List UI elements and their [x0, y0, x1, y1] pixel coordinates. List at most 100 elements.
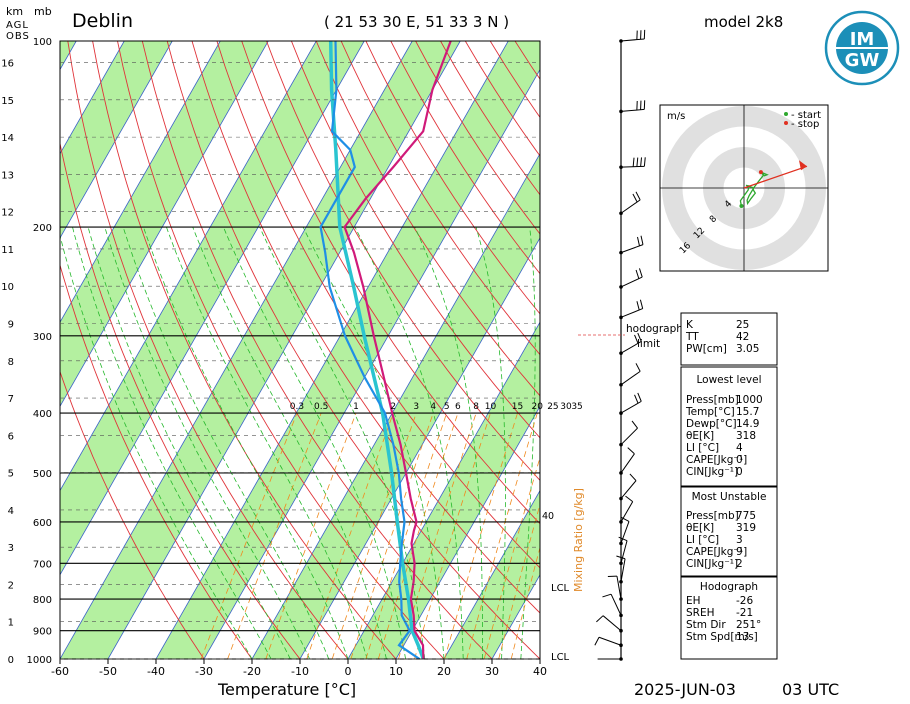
wind-barb-feather — [637, 301, 639, 310]
wind-barb-feather — [635, 395, 638, 403]
obs-label: OBS — [6, 31, 30, 42]
height-tick-label: 2 — [8, 580, 14, 591]
height-tick-label: 0 — [8, 655, 14, 666]
time-label: 03 UTC — [782, 680, 839, 699]
height-tick-label: 11 — [1, 245, 14, 256]
moist-adiabat — [540, 227, 573, 659]
height-tick-label: 6 — [8, 431, 14, 442]
wind-barb-shaft — [621, 454, 634, 473]
lowest-index-label: Temp[°C] — [685, 406, 735, 418]
hodograph-indices-title: Hodograph — [700, 581, 758, 593]
lowest-index-value: 15.7 — [736, 406, 759, 418]
wind-barb-feather — [595, 637, 599, 645]
wind-barb-feather — [637, 158, 638, 167]
mixing-ratio-value: 2 — [390, 402, 396, 412]
mu-index-label: CIN[Jkg⁻¹] — [686, 558, 738, 570]
x-axis-label: Temperature [°C] — [217, 680, 356, 699]
wind-barb-feather — [632, 421, 638, 428]
hodograph-limit-line2: limit — [637, 338, 660, 350]
pressure-tick-label: 100 — [33, 37, 52, 48]
lowest-index-value: 318 — [736, 430, 756, 442]
mu-index-label: LI [°C] — [686, 534, 719, 546]
pressure-tick-label: 700 — [33, 559, 52, 570]
height-tick-label: 13 — [1, 170, 14, 181]
mixing-ratio-value: 5 — [444, 402, 450, 412]
wind-barb-feather — [637, 237, 639, 246]
x-tick-label: -10 — [291, 665, 309, 678]
lowest-index-value: 0 — [736, 454, 743, 466]
logo-top-text: IM — [850, 29, 875, 50]
height-tick-label: 8 — [8, 357, 14, 368]
pressure-tick-label: 500 — [33, 469, 52, 480]
height-tick-label: 3 — [8, 543, 14, 554]
pressure-tick-label: 200 — [33, 223, 52, 234]
wind-barb-feather — [641, 157, 642, 166]
logo-bottom-text: GW — [845, 50, 880, 71]
mb-label: mb — [34, 5, 52, 18]
station-coords: ( 21 53 30 E, 51 33 3 N ) — [324, 13, 509, 31]
wind-barb-feather — [640, 300, 642, 309]
hodograph-stop-marker — [784, 121, 788, 125]
height-tick-label: 12 — [1, 208, 14, 219]
wind-barb-shaft — [603, 616, 621, 631]
wind-barb-feather — [633, 158, 634, 167]
hodograph-unit: m/s — [667, 111, 685, 122]
hodo-index-value: 13 — [736, 631, 749, 643]
hodograph-start-point — [739, 204, 743, 208]
general-index-label: TT — [685, 331, 699, 343]
lowest-index-label: LI [°C] — [686, 442, 719, 454]
x-tick-label: -20 — [243, 665, 261, 678]
wind-barb-feather — [638, 393, 641, 401]
lowest-index-label: CIN[Jkg⁻¹] — [686, 466, 738, 478]
wind-barb-shaft — [599, 637, 621, 645]
x-tick-label: -60 — [51, 665, 69, 678]
mu-index-value: 319 — [736, 522, 756, 534]
height-tick-label: 10 — [1, 282, 14, 293]
mu-index-value: 775 — [736, 510, 756, 522]
hodograph-stop-point — [759, 170, 763, 174]
height-tick-label: 9 — [8, 320, 14, 331]
x-tick-label: 0 — [345, 665, 352, 678]
mixing-ratio-axis-label: Mixing Ratio [g/kg] — [572, 488, 585, 592]
most-unstable-title: Most Unstable — [692, 491, 767, 503]
x-tick-label: 30 — [485, 665, 499, 678]
lowest-index-label: Dewp[°C] — [686, 418, 737, 430]
mu-index-value: 3 — [736, 534, 743, 546]
wind-barb-shaft — [621, 481, 636, 499]
height-tick-label: 14 — [1, 133, 14, 144]
mixing-ratio-value: 10 — [485, 402, 497, 412]
x-tick-label: -40 — [147, 665, 165, 678]
wind-barb-feather — [636, 270, 639, 279]
general-index-value: 25 — [736, 319, 749, 331]
wind-barb-feather — [630, 474, 636, 481]
general-index-label: K — [686, 319, 694, 331]
mixing-ratio-value: 0.3 — [290, 402, 304, 412]
mixing-ratio-value: 1 — [353, 402, 359, 412]
hodo-index-label: SREH — [686, 607, 715, 619]
pressure-tick-label: 800 — [33, 595, 52, 606]
lowest-index-value: 0 — [736, 466, 743, 478]
lowest-index-value: 14.9 — [736, 418, 759, 430]
hodograph-limit-line1: hodograph — [626, 323, 683, 335]
mixing-ratio-value: 15 — [512, 402, 523, 412]
height-tick-label: 4 — [8, 506, 14, 517]
mu-index-value: 2 — [736, 558, 743, 570]
wind-barb-shaft — [617, 576, 621, 599]
lcl-label-upper: LCL — [551, 583, 570, 594]
station-name: Deblin — [72, 10, 133, 32]
km-label: km — [6, 5, 23, 18]
hodo-index-value: 251° — [736, 619, 761, 631]
wind-barb-feather — [641, 236, 643, 245]
wind-barb-shaft — [611, 594, 621, 615]
mixing-ratio-value: 6 — [455, 402, 461, 412]
pressure-tick-label: 300 — [33, 332, 52, 343]
hodo-index-label: Stm Dir — [686, 619, 726, 631]
lowest-index-value: 1000 — [736, 394, 763, 406]
hodograph-stop-legend: - stop — [791, 119, 819, 130]
height-tick-label: 1 — [8, 618, 14, 629]
x-tick-label: 40 — [533, 665, 547, 678]
height-tick-label: 16 — [1, 59, 14, 70]
wind-barb-shaft — [621, 371, 640, 384]
height-tick-label: 5 — [8, 469, 14, 480]
